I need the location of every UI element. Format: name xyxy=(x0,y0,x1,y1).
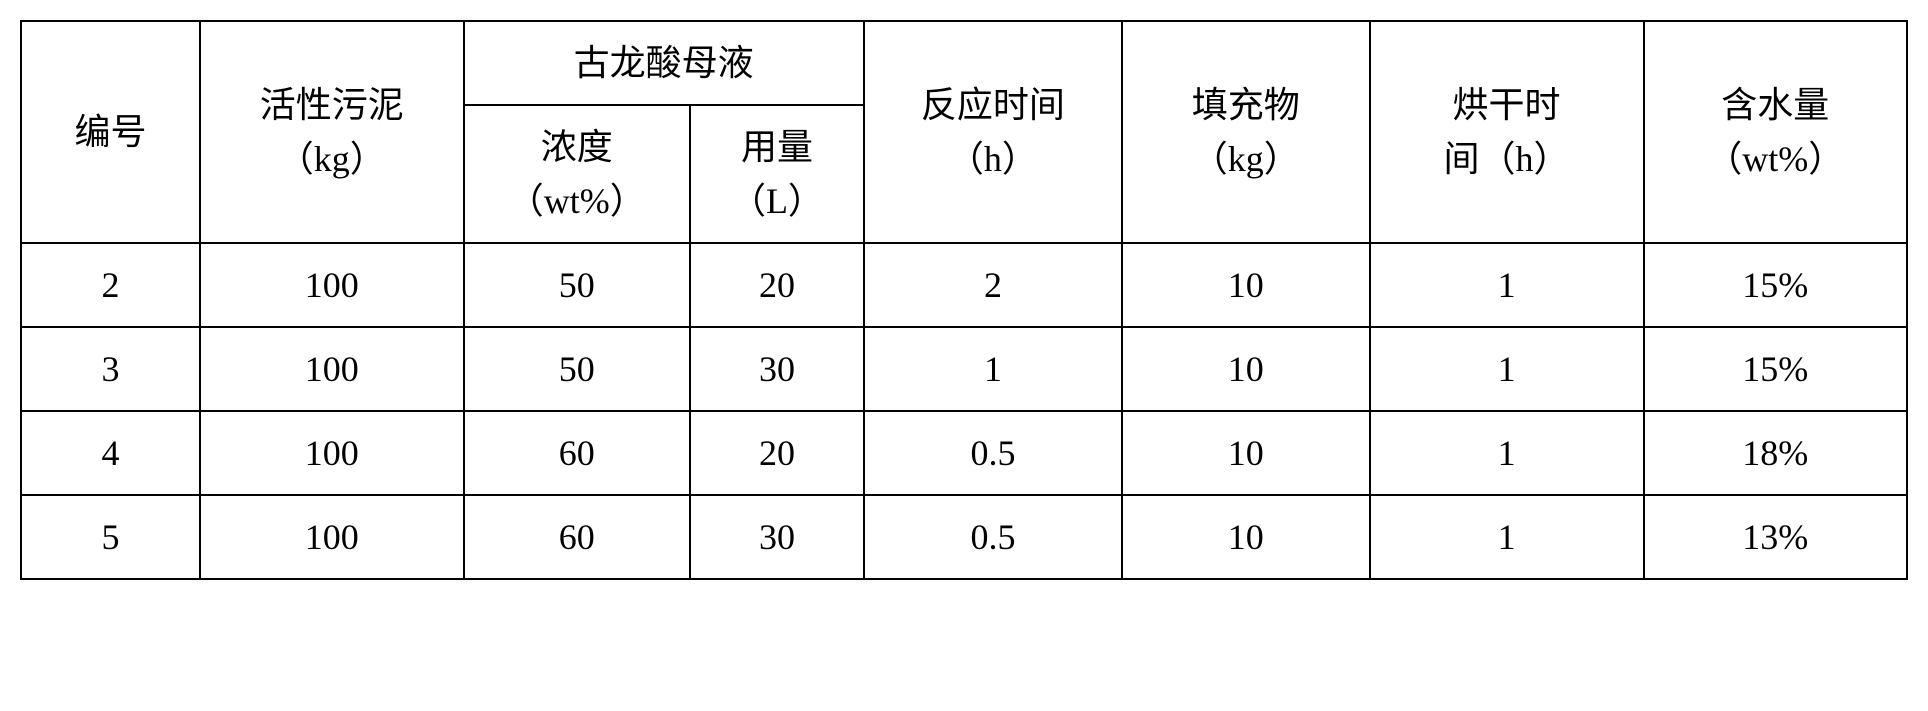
cell-dosage: 20 xyxy=(690,243,864,327)
col-concentration: 浓度（wt%） xyxy=(464,105,691,243)
cell-id: 2 xyxy=(21,243,200,327)
cell-drying-time: 1 xyxy=(1370,327,1644,411)
data-table: 编号 活性污泥（kg） 古龙酸母液 反应时间（h） 填充物（kg） 烘干时间（h… xyxy=(20,20,1908,580)
cell-filler: 10 xyxy=(1122,495,1370,579)
col-id: 编号 xyxy=(21,21,200,243)
table-row: 2 100 50 20 2 10 1 15% xyxy=(21,243,1907,327)
cell-sludge: 100 xyxy=(200,411,463,495)
cell-concentration: 60 xyxy=(464,495,691,579)
cell-reaction-time: 2 xyxy=(864,243,1122,327)
cell-water-content: 13% xyxy=(1644,495,1907,579)
cell-water-content: 18% xyxy=(1644,411,1907,495)
cell-dosage: 20 xyxy=(690,411,864,495)
cell-water-content: 15% xyxy=(1644,243,1907,327)
table-row: 3 100 50 30 1 10 1 15% xyxy=(21,327,1907,411)
cell-filler: 10 xyxy=(1122,411,1370,495)
cell-drying-time: 1 xyxy=(1370,495,1644,579)
cell-reaction-time: 1 xyxy=(864,327,1122,411)
cell-drying-time: 1 xyxy=(1370,411,1644,495)
cell-id: 3 xyxy=(21,327,200,411)
col-drying-time: 烘干时间（h） xyxy=(1370,21,1644,243)
col-mother-liquor-group: 古龙酸母液 xyxy=(464,21,864,105)
table-body: 2 100 50 20 2 10 1 15% 3 100 50 30 1 10 … xyxy=(21,243,1907,579)
col-water-content: 含水量（wt%） xyxy=(1644,21,1907,243)
cell-filler: 10 xyxy=(1122,243,1370,327)
cell-id: 4 xyxy=(21,411,200,495)
cell-concentration: 50 xyxy=(464,243,691,327)
cell-reaction-time: 0.5 xyxy=(864,495,1122,579)
cell-id: 5 xyxy=(21,495,200,579)
cell-concentration: 60 xyxy=(464,411,691,495)
cell-sludge: 100 xyxy=(200,327,463,411)
cell-water-content: 15% xyxy=(1644,327,1907,411)
cell-dosage: 30 xyxy=(690,495,864,579)
cell-drying-time: 1 xyxy=(1370,243,1644,327)
cell-reaction-time: 0.5 xyxy=(864,411,1122,495)
cell-sludge: 100 xyxy=(200,243,463,327)
cell-filler: 10 xyxy=(1122,327,1370,411)
cell-sludge: 100 xyxy=(200,495,463,579)
cell-concentration: 50 xyxy=(464,327,691,411)
col-reaction-time: 反应时间（h） xyxy=(864,21,1122,243)
col-sludge: 活性污泥（kg） xyxy=(200,21,463,243)
cell-dosage: 30 xyxy=(690,327,864,411)
table-row: 5 100 60 30 0.5 10 1 13% xyxy=(21,495,1907,579)
header-row-1: 编号 活性污泥（kg） 古龙酸母液 反应时间（h） 填充物（kg） 烘干时间（h… xyxy=(21,21,1907,105)
col-filler: 填充物（kg） xyxy=(1122,21,1370,243)
col-dosage: 用量（L） xyxy=(690,105,864,243)
table-row: 4 100 60 20 0.5 10 1 18% xyxy=(21,411,1907,495)
